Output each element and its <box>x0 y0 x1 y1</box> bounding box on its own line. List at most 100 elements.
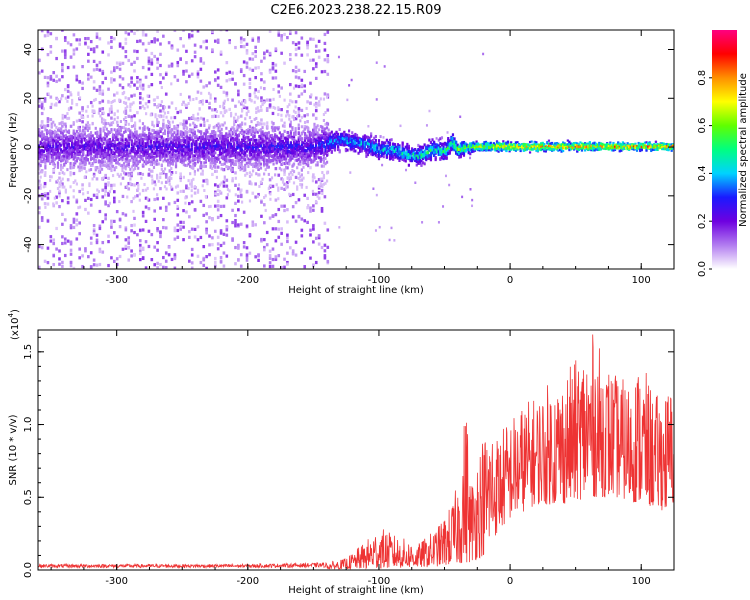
heatmap-cell <box>271 264 275 268</box>
heatmap-cell <box>61 135 64 139</box>
heatmap-cell <box>104 76 107 80</box>
heatmap-cell <box>236 128 239 132</box>
heatmap-cell <box>113 259 116 264</box>
heatmap-cell <box>209 144 212 148</box>
heatmap-cell <box>94 97 97 101</box>
heatmap-cell <box>41 149 44 153</box>
heatmap-cell <box>60 131 63 135</box>
heatmap-cell <box>78 205 82 209</box>
heatmap-cell <box>258 150 261 154</box>
heatmap-cell <box>45 153 49 157</box>
heatmap-cell <box>302 141 305 145</box>
heatmap-cell <box>320 164 324 168</box>
heatmap-cell <box>121 212 125 216</box>
heatmap-cell <box>258 149 261 153</box>
heatmap-cell <box>299 182 302 186</box>
heatmap-cell <box>130 249 133 253</box>
heatmap-cell <box>225 154 228 158</box>
heatmap-cell <box>260 200 263 204</box>
heatmap-cell <box>118 147 121 151</box>
heatmap-cell <box>323 249 327 253</box>
heatmap-cell <box>288 153 291 157</box>
heatmap-cell <box>223 175 226 179</box>
heatmap-cell <box>98 100 102 105</box>
heatmap-cell <box>216 242 220 246</box>
heatmap-cell <box>244 136 247 140</box>
heatmap-cell <box>305 125 308 129</box>
heatmap-cell <box>171 141 174 145</box>
heatmap-cell <box>471 204 474 208</box>
heatmap-cell <box>69 170 72 174</box>
heatmap-cell <box>156 227 159 231</box>
heatmap-cell <box>167 137 170 141</box>
heatmap-cell <box>297 157 300 161</box>
heatmap-cell <box>42 160 45 164</box>
heatmap-cell <box>305 162 308 166</box>
heatmap-cell <box>163 152 167 156</box>
heatmap-cell <box>138 119 141 123</box>
heatmap-cell <box>216 188 220 192</box>
heatmap-cell <box>184 152 187 156</box>
heatmap-cell <box>49 138 52 142</box>
heatmap-cell <box>121 166 124 170</box>
heatmap-cell <box>67 156 71 160</box>
heatmap-cell <box>228 166 231 170</box>
heatmap-cell <box>206 146 209 150</box>
heatmap-cell <box>261 131 264 135</box>
heatmap-cell <box>100 177 104 181</box>
heatmap-cell <box>209 93 212 97</box>
heatmap-cell <box>259 108 263 112</box>
heatmap-cell <box>248 233 252 237</box>
heatmap-cell <box>88 133 91 137</box>
heatmap-cell <box>309 209 312 213</box>
heatmap-cell <box>437 221 440 224</box>
heatmap-cell <box>108 123 112 127</box>
heatmap-cell <box>150 160 154 164</box>
heatmap-cell <box>283 204 286 208</box>
heatmap-cell <box>45 144 49 148</box>
heatmap-cell <box>234 112 237 116</box>
heatmap-cell <box>126 155 129 159</box>
heatmap-cell <box>269 147 272 151</box>
heatmap-cell <box>110 35 113 40</box>
heatmap-cell <box>258 184 261 188</box>
heatmap-cell <box>182 220 185 225</box>
heatmap-cell <box>233 123 236 127</box>
heatmap-cell <box>205 46 208 50</box>
heatmap-cell <box>292 154 296 158</box>
heatmap-cell <box>113 133 116 138</box>
heatmap-cell <box>174 171 178 175</box>
heatmap-cell <box>63 49 67 53</box>
heatmap-cell <box>42 107 45 111</box>
heatmap-cell <box>292 140 296 144</box>
heatmap-cell <box>148 132 151 136</box>
heatmap-cell <box>61 182 64 186</box>
heatmap-cell <box>205 99 208 103</box>
heatmap-cell <box>135 157 138 161</box>
heatmap-cell <box>255 157 258 161</box>
heatmap-cell <box>237 187 240 191</box>
heatmap-cell <box>38 71 41 75</box>
heatmap-cell <box>283 155 286 159</box>
heatmap-cell <box>228 154 231 158</box>
heatmap-cell <box>50 134 53 138</box>
heatmap-cell <box>111 158 115 162</box>
heatmap-cell <box>96 133 99 137</box>
heatmap-cell <box>38 265 41 269</box>
heatmap-cell <box>217 147 220 151</box>
heatmap-cell <box>63 163 66 167</box>
heatmap-cell <box>234 45 237 50</box>
heatmap-cell <box>217 126 220 130</box>
heatmap-cell <box>259 134 263 138</box>
heatmap-cell <box>202 245 206 249</box>
heatmap-cell <box>297 198 301 202</box>
heatmap-cell <box>72 165 75 169</box>
heatmap-cell <box>283 168 286 172</box>
heatmap-cell <box>297 171 301 175</box>
heatmap-cell <box>153 209 156 213</box>
heatmap-cell <box>292 162 296 166</box>
heatmap-cell <box>307 130 310 134</box>
heatmap-cell <box>42 149 45 153</box>
heatmap-cell <box>204 141 208 145</box>
heatmap-cell <box>281 153 285 157</box>
